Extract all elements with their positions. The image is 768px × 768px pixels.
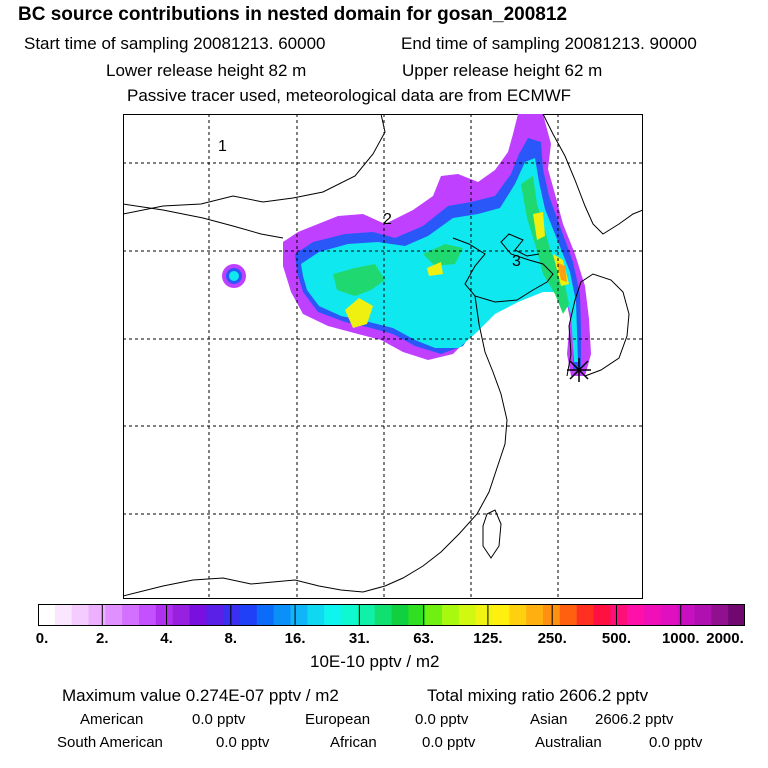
colorbar-segment <box>324 604 342 626</box>
colorbar-segment <box>341 604 359 626</box>
colorbar-segment <box>54 604 73 626</box>
colorbar-segment <box>290 604 308 626</box>
point-label-1: 3 <box>512 253 521 270</box>
colorbar-segment <box>206 604 224 626</box>
colorbar-segment <box>105 604 123 626</box>
map-canvas: 1 2 3 <box>123 114 643 599</box>
colorbar-segment <box>694 604 712 626</box>
colorbar-segment <box>492 604 510 626</box>
colorbar-segment <box>391 604 409 626</box>
region-european: European <box>305 711 371 728</box>
max-value-label: Maximum value 0.274E-07 pptv / m2 <box>62 686 339 705</box>
colorbar-tick-label: 2000. <box>706 630 744 647</box>
colorbar-segment <box>610 604 628 626</box>
colorbar-segment <box>256 604 275 626</box>
region-south-american-value: 0.0 pptv <box>216 734 270 751</box>
plume-orange <box>557 262 567 282</box>
coastline-layer <box>123 114 643 597</box>
north-coast <box>542 114 643 235</box>
colorbar-frame <box>38 604 745 626</box>
map-frame <box>123 114 643 599</box>
east-china-coast <box>123 295 508 597</box>
colorbar-segment <box>189 604 207 626</box>
chart-title: BC source contributions in nested domain… <box>18 4 568 25</box>
colorbar-segment <box>425 604 443 626</box>
korea-coast <box>566 273 630 377</box>
colorbar-segment <box>660 604 679 626</box>
colorbar-segment <box>38 604 56 626</box>
colorbar-tick-label: 31. <box>348 630 370 647</box>
colorbar-segment <box>442 604 460 626</box>
region-american-value: 0.0 pptv <box>192 711 246 728</box>
colorbar-segment <box>408 604 426 626</box>
colorbar-segment <box>593 604 611 626</box>
colorbar-segment <box>526 604 544 626</box>
total-mixing-label: Total mixing ratio 2606.2 pptv <box>427 686 649 705</box>
asterisk-icon <box>567 358 591 382</box>
border-line <box>123 203 284 239</box>
colorbar-segment <box>627 604 645 626</box>
colorbar-segment <box>458 604 477 626</box>
graticule <box>123 114 643 599</box>
colorbar-tick-label: 8. <box>224 630 238 647</box>
tracer-note: Passive tracer used, meteorological data… <box>127 86 572 105</box>
region-asian: Asian <box>530 711 568 728</box>
colorbar-tick-label: 0. <box>35 630 49 647</box>
colorbar-tick-label: 4. <box>160 630 173 647</box>
point-label-3: 1 <box>218 138 227 155</box>
region-australian-value: 0.0 pptv <box>649 734 703 751</box>
china-coast <box>123 114 386 215</box>
end-time-label: End time of sampling 20081213. 90000 <box>401 34 697 53</box>
colorbar-segment <box>88 604 106 626</box>
colorbar-segment <box>374 604 393 626</box>
map-panel: 1 2 3 <box>123 114 643 599</box>
colorbar-tick-label: 125. <box>473 630 503 647</box>
colorbar-segment <box>122 604 140 626</box>
region-south-american: South American <box>57 734 163 751</box>
region-african-value: 0.0 pptv <box>422 734 476 751</box>
upper-height-label: Upper release height 62 m <box>402 61 603 80</box>
plume-layer <box>222 114 591 376</box>
colorbar-segment <box>172 604 191 626</box>
colorbar-segment <box>307 604 325 626</box>
colorbar-segment <box>509 604 527 626</box>
colorbar-segment <box>273 604 292 626</box>
region-asian-value: 2606.2 pptv <box>595 711 674 728</box>
colorbar-tick-label: 63. <box>413 630 435 647</box>
plume-yellow <box>345 212 569 328</box>
region-african: African <box>330 734 377 751</box>
colorbar-segment <box>223 604 241 626</box>
plume-spot-cyan <box>229 271 239 281</box>
colorbar-segment <box>677 604 696 626</box>
colorbar-segment <box>559 604 578 626</box>
region-european-value: 0.0 pptv <box>415 711 469 728</box>
lower-height-label: Lower release height 82 m <box>106 61 307 80</box>
region-american: American <box>80 711 144 728</box>
colorbar-tick-label: 500. <box>601 630 632 647</box>
colorbar <box>38 604 745 626</box>
region-australian: Australian <box>535 734 602 751</box>
colorbar-tick-label: 2. <box>96 630 109 647</box>
start-time-label: Start time of sampling 20081213. 60000 <box>24 34 326 53</box>
bohai-coast <box>452 233 554 303</box>
colorbar-segment <box>576 604 595 626</box>
colorbar-segment <box>711 604 729 626</box>
colorbar-tick-label: 16. <box>284 630 306 647</box>
colorbar-segment <box>728 604 745 626</box>
taiwan <box>482 509 502 559</box>
colorbar-segment <box>240 604 258 626</box>
colorbar-segment <box>644 604 662 626</box>
colorbar-segment <box>155 604 174 626</box>
colorbar-unit: 10E-10 pptv / m2 <box>310 652 440 671</box>
colorbar-segment <box>357 604 376 626</box>
colorbar-segment <box>71 604 90 626</box>
colorbar-tick-label: 1000. <box>661 630 700 647</box>
colorbar-segment <box>475 604 494 626</box>
point-label-2: 2 <box>383 211 392 228</box>
colorbar-segment <box>139 604 157 626</box>
colorbar-tick-label: 250. <box>537 630 567 647</box>
